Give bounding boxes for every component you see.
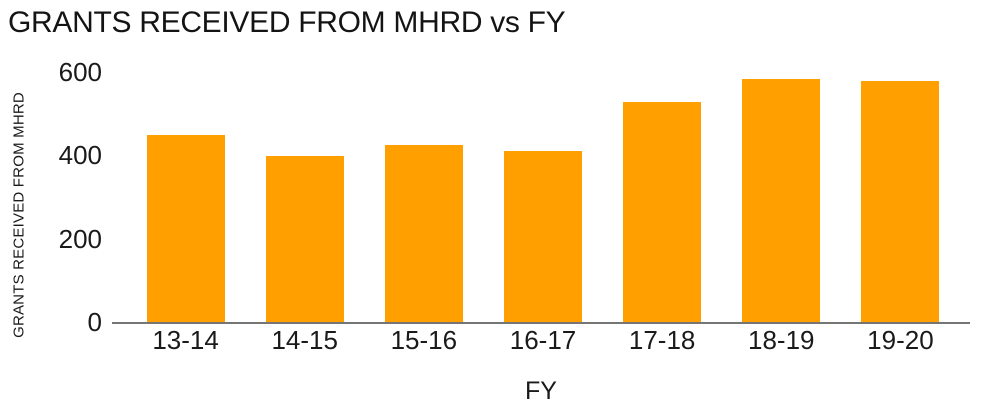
plot-area — [112, 72, 970, 324]
x-tick-17-18: 17-18 — [628, 325, 696, 355]
chart-title: GRANTS RECEIVED FROM MHRD vs FY — [8, 6, 566, 39]
bar-column-14-15 — [245, 72, 364, 322]
bar-column-17-18 — [603, 72, 722, 322]
bar-column-15-16 — [364, 72, 483, 322]
bar-14-15 — [265, 156, 344, 322]
bar-column-13-14 — [126, 72, 245, 322]
x-tick-18-19: 18-19 — [748, 325, 815, 355]
bar-19-20 — [861, 81, 940, 322]
bar-18-19 — [742, 79, 821, 322]
x-tick-13-14: 13-14 — [152, 325, 219, 355]
x-tick-15-16: 15-16 — [390, 325, 458, 355]
bar-17-18 — [623, 101, 702, 322]
x-tick-16-17: 16-17 — [509, 325, 577, 355]
bar-16-17 — [503, 150, 582, 322]
y-tick-200: 200 — [58, 223, 102, 254]
y-axis-tick-labels: 0 200 400 600 — [0, 0, 102, 412]
x-axis-tick-labels: 13-14 14-15 15-16 16-17 17-18 18-19 19-20 — [112, 326, 970, 354]
x-tick-19-20: 19-20 — [867, 325, 934, 355]
bar-13-14 — [146, 134, 225, 322]
x-tick-14-15: 14-15 — [271, 325, 338, 355]
x-axis-title: FY — [525, 377, 557, 405]
bar-column-19-20 — [841, 72, 960, 322]
bar-column-16-17 — [483, 72, 602, 322]
bar-15-16 — [384, 144, 463, 322]
bars-group — [112, 72, 970, 322]
y-tick-600: 600 — [58, 57, 102, 87]
y-tick-400: 400 — [58, 140, 102, 171]
y-tick-0: 0 — [87, 307, 102, 337]
bar-column-18-19 — [722, 72, 841, 322]
